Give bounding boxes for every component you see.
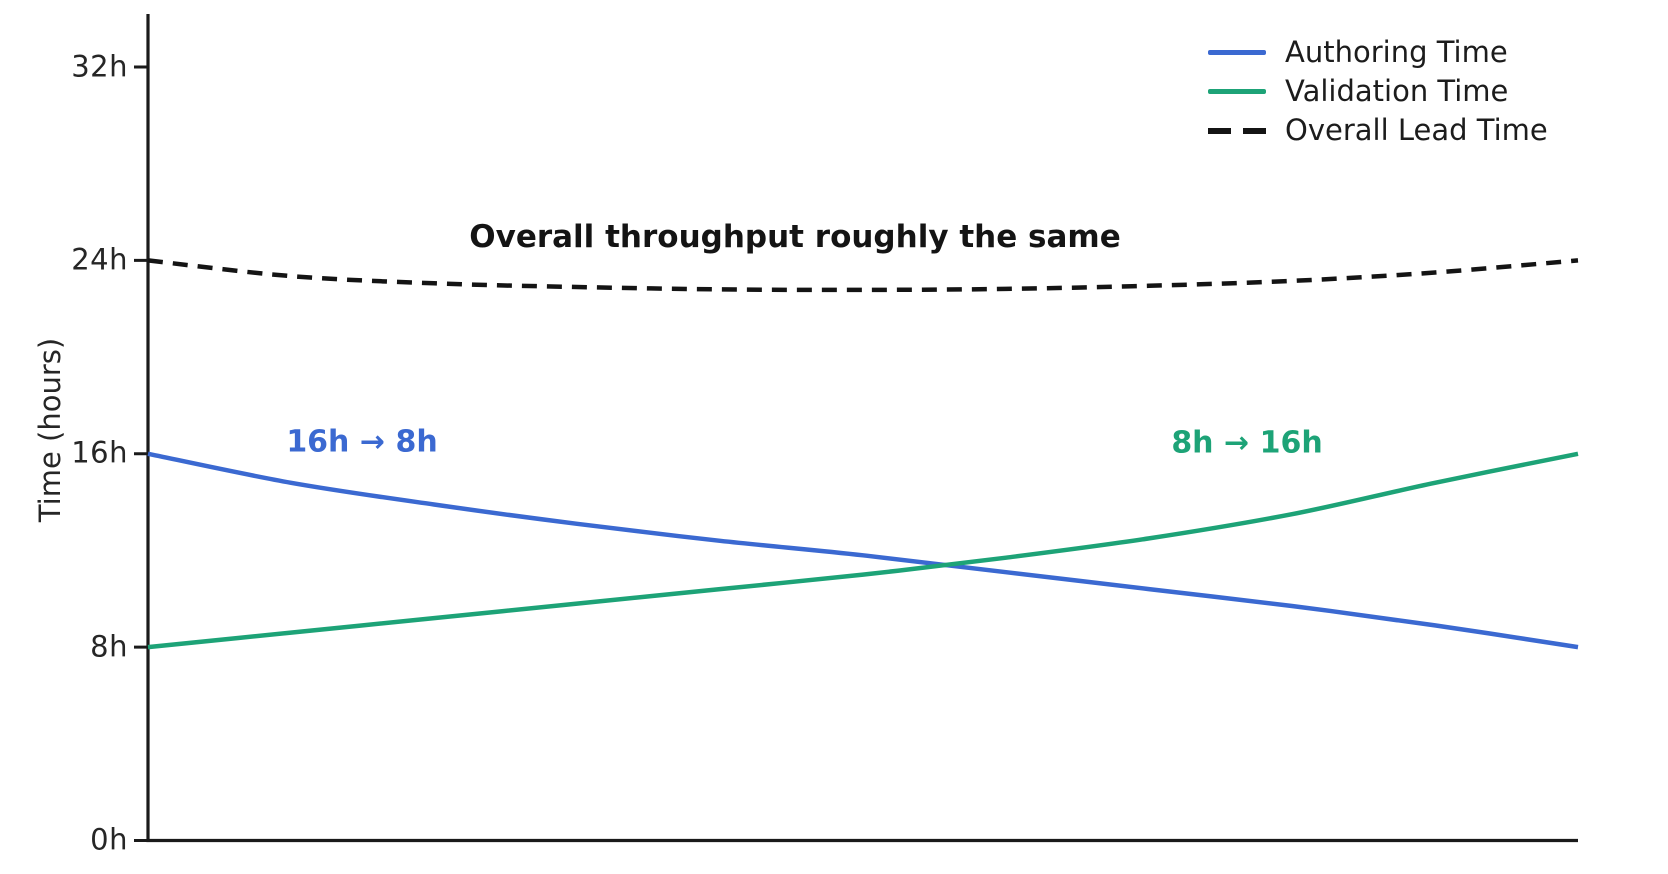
legend-label-overall: Overall Lead Time — [1285, 113, 1548, 147]
series-line-authoring-time — [147, 451, 1579, 650]
legend-line-authoring-icon — [1208, 50, 1266, 55]
y-tick-label-24h: 24h — [71, 242, 128, 277]
annotation-authoring-change: 16h → 8h — [286, 424, 438, 460]
y-tick-label-32h: 32h — [71, 49, 128, 84]
legend-entry-authoring: Authoring Time — [1208, 33, 1548, 72]
legend-entry-validation: Validation Time — [1208, 72, 1548, 111]
series-line-validation-time — [147, 451, 1579, 650]
legend: Authoring Time Validation Time Overall L… — [1208, 33, 1548, 150]
legend-line-validation-icon — [1208, 89, 1266, 94]
legend-label-authoring: Authoring Time — [1285, 35, 1508, 69]
y-axis-title: Time (hours) — [33, 337, 67, 523]
legend-label-validation: Validation Time — [1285, 74, 1509, 108]
annotation-validation-change: 8h → 16h — [1171, 425, 1323, 461]
y-tick-label-8h: 8h — [90, 629, 128, 664]
y-tick-label-16h: 16h — [71, 435, 128, 470]
y-tick-label-0h: 0h — [90, 822, 128, 857]
series-line-overall-lead-time — [147, 258, 1579, 293]
legend-entry-overall: Overall Lead Time — [1208, 111, 1548, 150]
annotation-overall-throughput: Overall throughput roughly the same — [469, 219, 1121, 255]
legend-line-overall-dashed-icon — [1208, 127, 1266, 134]
